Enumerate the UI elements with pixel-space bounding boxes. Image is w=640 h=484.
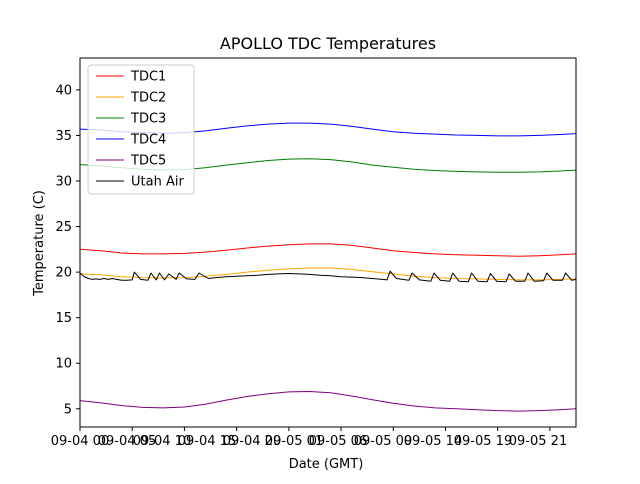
y-tick-label: 35 xyxy=(55,129,72,144)
y-tick-label: 25 xyxy=(55,220,72,235)
y-tick-label: 5 xyxy=(64,402,72,417)
plot-frame xyxy=(79,57,577,428)
legend-label-tdc1: TDC1 xyxy=(130,70,166,85)
y-tick-label: 20 xyxy=(55,266,72,281)
series-line-tdc5 xyxy=(79,391,577,412)
x-tick-label: 09-04 20 xyxy=(223,434,281,449)
y-tick-label: 15 xyxy=(55,311,72,326)
x-tick-label: 09-04 05 xyxy=(98,434,156,449)
y-tick-label: 30 xyxy=(55,175,72,190)
legend-label-tdc3: TDC3 xyxy=(130,112,166,127)
x-tick-label: 09-04 15 xyxy=(178,434,236,449)
x-tick-label: 09-05 19 xyxy=(454,434,512,449)
chart-title: APOLLO TDC Temperatures xyxy=(220,34,436,53)
x-tick-label: 09-05 06 xyxy=(309,434,367,449)
legend-items: TDC1 TDC2 TDC3 TDC4 TDC5 Utah Air xyxy=(96,70,184,190)
x-tick-label: 09-04 00 xyxy=(51,434,109,449)
y-tick-label: 10 xyxy=(55,357,72,372)
x-tick-label: 09-05 09 xyxy=(354,434,412,449)
series-line-tdc1 xyxy=(79,243,577,257)
legend-label-tdc2: TDC2 xyxy=(130,91,166,106)
x-tick-label: 09-05 14 xyxy=(404,434,462,449)
legend-label-utah-air: Utah Air xyxy=(131,175,184,190)
x-axis-label: Date (GMT) xyxy=(289,457,364,472)
x-tick-label: 09-05 01 xyxy=(265,434,323,449)
y-axis-label: Temperature (C) xyxy=(32,190,47,297)
legend: TDC1 TDC2 TDC3 TDC4 TDC5 Utah Air xyxy=(87,64,195,195)
x-tick-label: 09-05 21 xyxy=(509,434,567,449)
legend-label-tdc4: TDC4 xyxy=(130,133,166,148)
legend-label-tdc5: TDC5 xyxy=(130,154,166,169)
y-ticks: 5 10 15 20 25 30 35 40 xyxy=(55,83,80,417)
y-tick-label: 40 xyxy=(55,83,72,98)
series-line-utah-air xyxy=(79,270,577,283)
x-tick-label: 09-04 10 xyxy=(133,434,191,449)
